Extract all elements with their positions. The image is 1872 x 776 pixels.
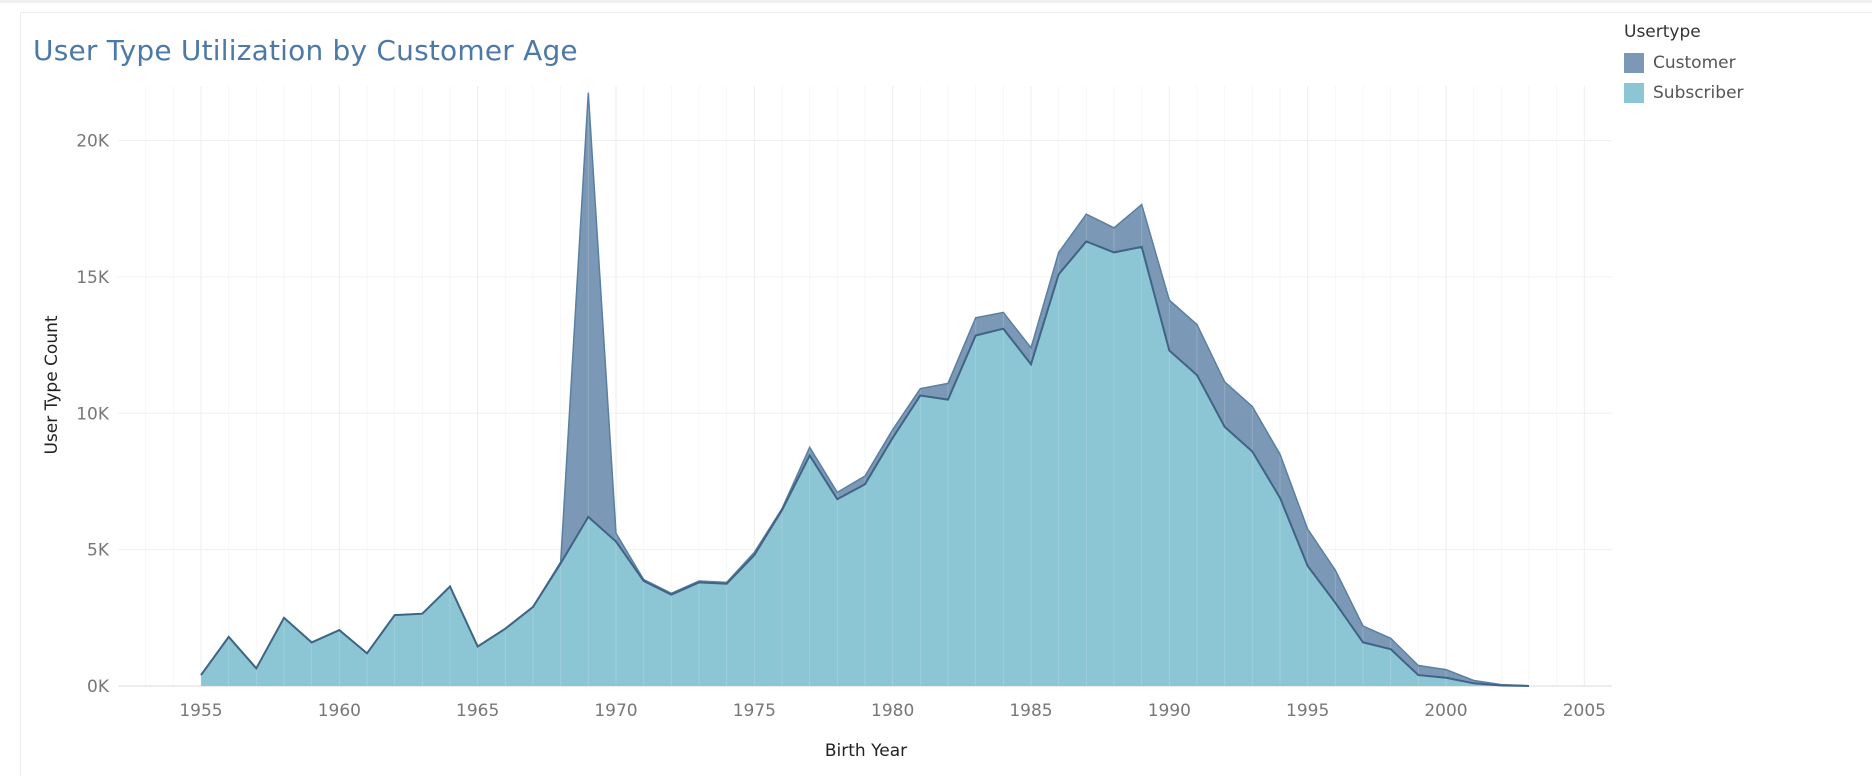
tick-layer: 1955 1960 1965 1970 1975 1980 1985 1990 1995 2000… xyxy=(76,132,1606,721)
dashboard-sheet xyxy=(20,12,1872,776)
x-tick-label: 2000 xyxy=(1424,701,1467,721)
x-tick-label: 1995 xyxy=(1286,701,1329,721)
y-tick-label: 0K xyxy=(87,677,110,697)
legend-swatch-customer xyxy=(1624,53,1644,73)
legend-item-subscriber[interactable]: Subscriber xyxy=(1624,78,1744,108)
y-tick-label: 20K xyxy=(76,132,110,152)
legend-item-customer[interactable]: Customer xyxy=(1624,48,1744,78)
x-tick-label: 1985 xyxy=(1009,701,1052,721)
x-tick-label: 1960 xyxy=(318,701,361,721)
legend: Usertype Customer Subscriber xyxy=(1624,22,1744,108)
y-tick-label: 15K xyxy=(76,268,110,288)
x-axis-label: Birth Year xyxy=(825,741,907,761)
chart-title: User Type Utilization by Customer Age xyxy=(33,34,578,67)
line-subscriber xyxy=(200,240,1530,687)
area-subscriber[interactable] xyxy=(201,241,1529,687)
x-tick-label: 2005 xyxy=(1563,701,1606,721)
legend-label-subscriber: Subscriber xyxy=(1653,83,1744,103)
x-tick-label: 1990 xyxy=(1148,701,1191,721)
y-tick-label: 5K xyxy=(87,541,110,561)
x-tick-label: 1975 xyxy=(733,701,776,721)
y-tick-label: 10K xyxy=(76,404,110,424)
legend-title: Usertype xyxy=(1624,22,1701,42)
legend-swatch-subscriber xyxy=(1624,83,1644,103)
x-tick-label: 1955 xyxy=(179,701,222,721)
top-rule xyxy=(0,0,1872,3)
x-tick-label: 1970 xyxy=(594,701,637,721)
y-axis-label: User Type Count xyxy=(42,315,62,454)
x-tick-label: 1965 xyxy=(456,701,499,721)
area-layer xyxy=(200,92,1530,687)
x-tick-label: 1980 xyxy=(871,701,914,721)
legend-label-customer: Customer xyxy=(1653,53,1736,73)
